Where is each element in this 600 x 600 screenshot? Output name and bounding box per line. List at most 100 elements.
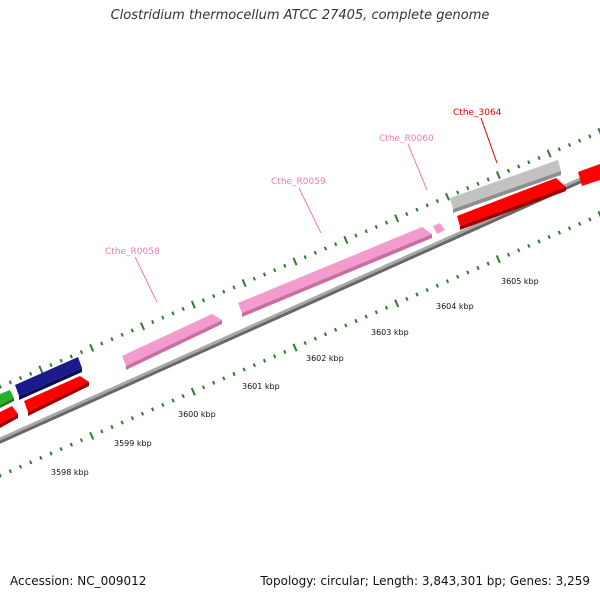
outer-tick-major (190, 300, 196, 309)
scale-tick-major (495, 255, 501, 264)
scale-label-3603: 3603 kbp (371, 328, 409, 337)
outer-tick-minor (334, 242, 338, 247)
scale-tick-minor (150, 407, 155, 412)
outer-tick-minor (212, 294, 216, 299)
gene-red-left[interactable] (24, 376, 89, 416)
outer-tick-minor (222, 289, 226, 294)
feature-cthe-r0060[interactable] (433, 223, 445, 234)
feature-cthe-r0059[interactable] (238, 227, 432, 317)
outer-tick-major (444, 192, 451, 201)
gene-red-edge[interactable] (0, 406, 18, 428)
scale-tick-minor (272, 354, 277, 359)
outer-tick-minor (8, 380, 12, 385)
scale-tick-major (292, 343, 298, 352)
scale-tick-minor (415, 292, 419, 297)
scale-tick-minor (8, 469, 13, 474)
scale-tick-major (190, 387, 196, 396)
backbone-shadow (0, 169, 600, 444)
outer-tick-major (495, 171, 501, 180)
scale-tick-minor (201, 385, 206, 390)
outer-tick-minor (486, 177, 490, 182)
outer-tick-minor (435, 199, 439, 204)
outer-tick-minor (151, 319, 155, 324)
scale-tick-minor (242, 367, 246, 372)
outer-tick-minor (252, 276, 256, 281)
scale-tick-minor (0, 473, 2, 478)
outer-tick-major (546, 149, 552, 158)
scale-tick-minor (506, 252, 511, 257)
leader-cthe-r0060 (407, 143, 428, 191)
scale-tick-minor (262, 358, 267, 363)
scale-tick-minor (445, 279, 450, 284)
outer-tick-minor (171, 311, 175, 316)
scale-tick-minor (303, 340, 307, 346)
leader-cthe-r0058 (134, 256, 158, 303)
outer-tick-minor (456, 190, 460, 195)
outer-tick-minor (232, 285, 236, 290)
scale-tick-major (394, 299, 400, 308)
outer-tick-minor (364, 229, 368, 234)
outer-tick-minor (69, 354, 73, 359)
scale-tick-minor (425, 287, 429, 293)
feature-cthe-r0058[interactable] (122, 314, 222, 370)
outer-tick-minor (527, 160, 531, 165)
scale-tick-minor (140, 411, 145, 416)
scale-tick-minor (18, 464, 23, 469)
outer-tick-minor (181, 306, 185, 311)
outer-tick-minor (466, 186, 470, 191)
scale-tick-minor (28, 460, 33, 465)
scale-label-3604: 3604 kbp (436, 302, 474, 311)
scale-tick-major (597, 210, 600, 218)
outer-tick-minor (354, 233, 358, 238)
scale-tick-major (89, 431, 95, 440)
scale-tick-minor (283, 349, 287, 355)
outer-tick-minor (100, 341, 104, 346)
scale-tick-minor (364, 314, 368, 319)
scale-tick-minor (222, 376, 226, 381)
outer-tick-minor (161, 315, 165, 320)
outer-tick-minor (476, 181, 480, 186)
outer-tick-major (38, 365, 44, 374)
scale-label-3599: 3599 kbp (114, 439, 152, 448)
outer-tick-minor (374, 224, 378, 229)
scale-label-3605: 3605 kbp (501, 277, 539, 286)
outer-tick-minor (405, 212, 409, 217)
outer-tick-minor (313, 250, 317, 255)
outer-tick-major (597, 127, 600, 135)
scale-label-3601: 3601 kbp (242, 382, 280, 391)
map-title: Clostridium thermocellum ATCC 27405, com… (110, 8, 490, 23)
scale-tick-minor (455, 274, 460, 279)
gene-green-edge[interactable] (0, 390, 14, 408)
leader-cthe-3064 (480, 117, 498, 164)
scale-tick-minor (69, 442, 74, 447)
label-cthe-r0060[interactable]: Cthe_R0060 (379, 134, 434, 144)
outer-tick-major (292, 257, 298, 266)
outer-tick-major (139, 322, 146, 331)
scale-tick-minor (252, 363, 257, 368)
label-cthe-r0058[interactable]: Cthe_R0058 (105, 247, 160, 257)
label-cthe-3064[interactable]: Cthe_3064 (453, 108, 502, 118)
feature-labels: Cthe_R0058 Cthe_R0059 Cthe_R0060 Cthe_30… (105, 108, 502, 257)
scale-label-3600: 3600 kbp (178, 410, 216, 419)
gene-red-far-right[interactable] (578, 164, 600, 186)
feature-cthe-3064[interactable] (450, 160, 561, 213)
scale-tick-minor (211, 380, 216, 385)
label-cthe-r0059[interactable]: Cthe_R0059 (271, 177, 326, 187)
outer-tick-minor (0, 384, 2, 389)
gene-red-right[interactable] (457, 178, 566, 230)
scale-tick-minor (313, 336, 318, 341)
scale-tick-minor (344, 323, 348, 328)
scale-tick-minor (323, 332, 328, 337)
outer-tick-minor (537, 155, 541, 160)
outer-tick-minor (384, 220, 389, 225)
scale-tick-minor (476, 265, 480, 271)
outer-tick-minor (120, 332, 124, 337)
scale-tick-minor (435, 283, 440, 288)
label-leaders (134, 117, 498, 303)
outer-tick-minor (273, 268, 277, 273)
gene-navy[interactable] (15, 357, 82, 400)
outer-tick-minor (415, 207, 419, 212)
outer-tick-minor (588, 134, 592, 139)
